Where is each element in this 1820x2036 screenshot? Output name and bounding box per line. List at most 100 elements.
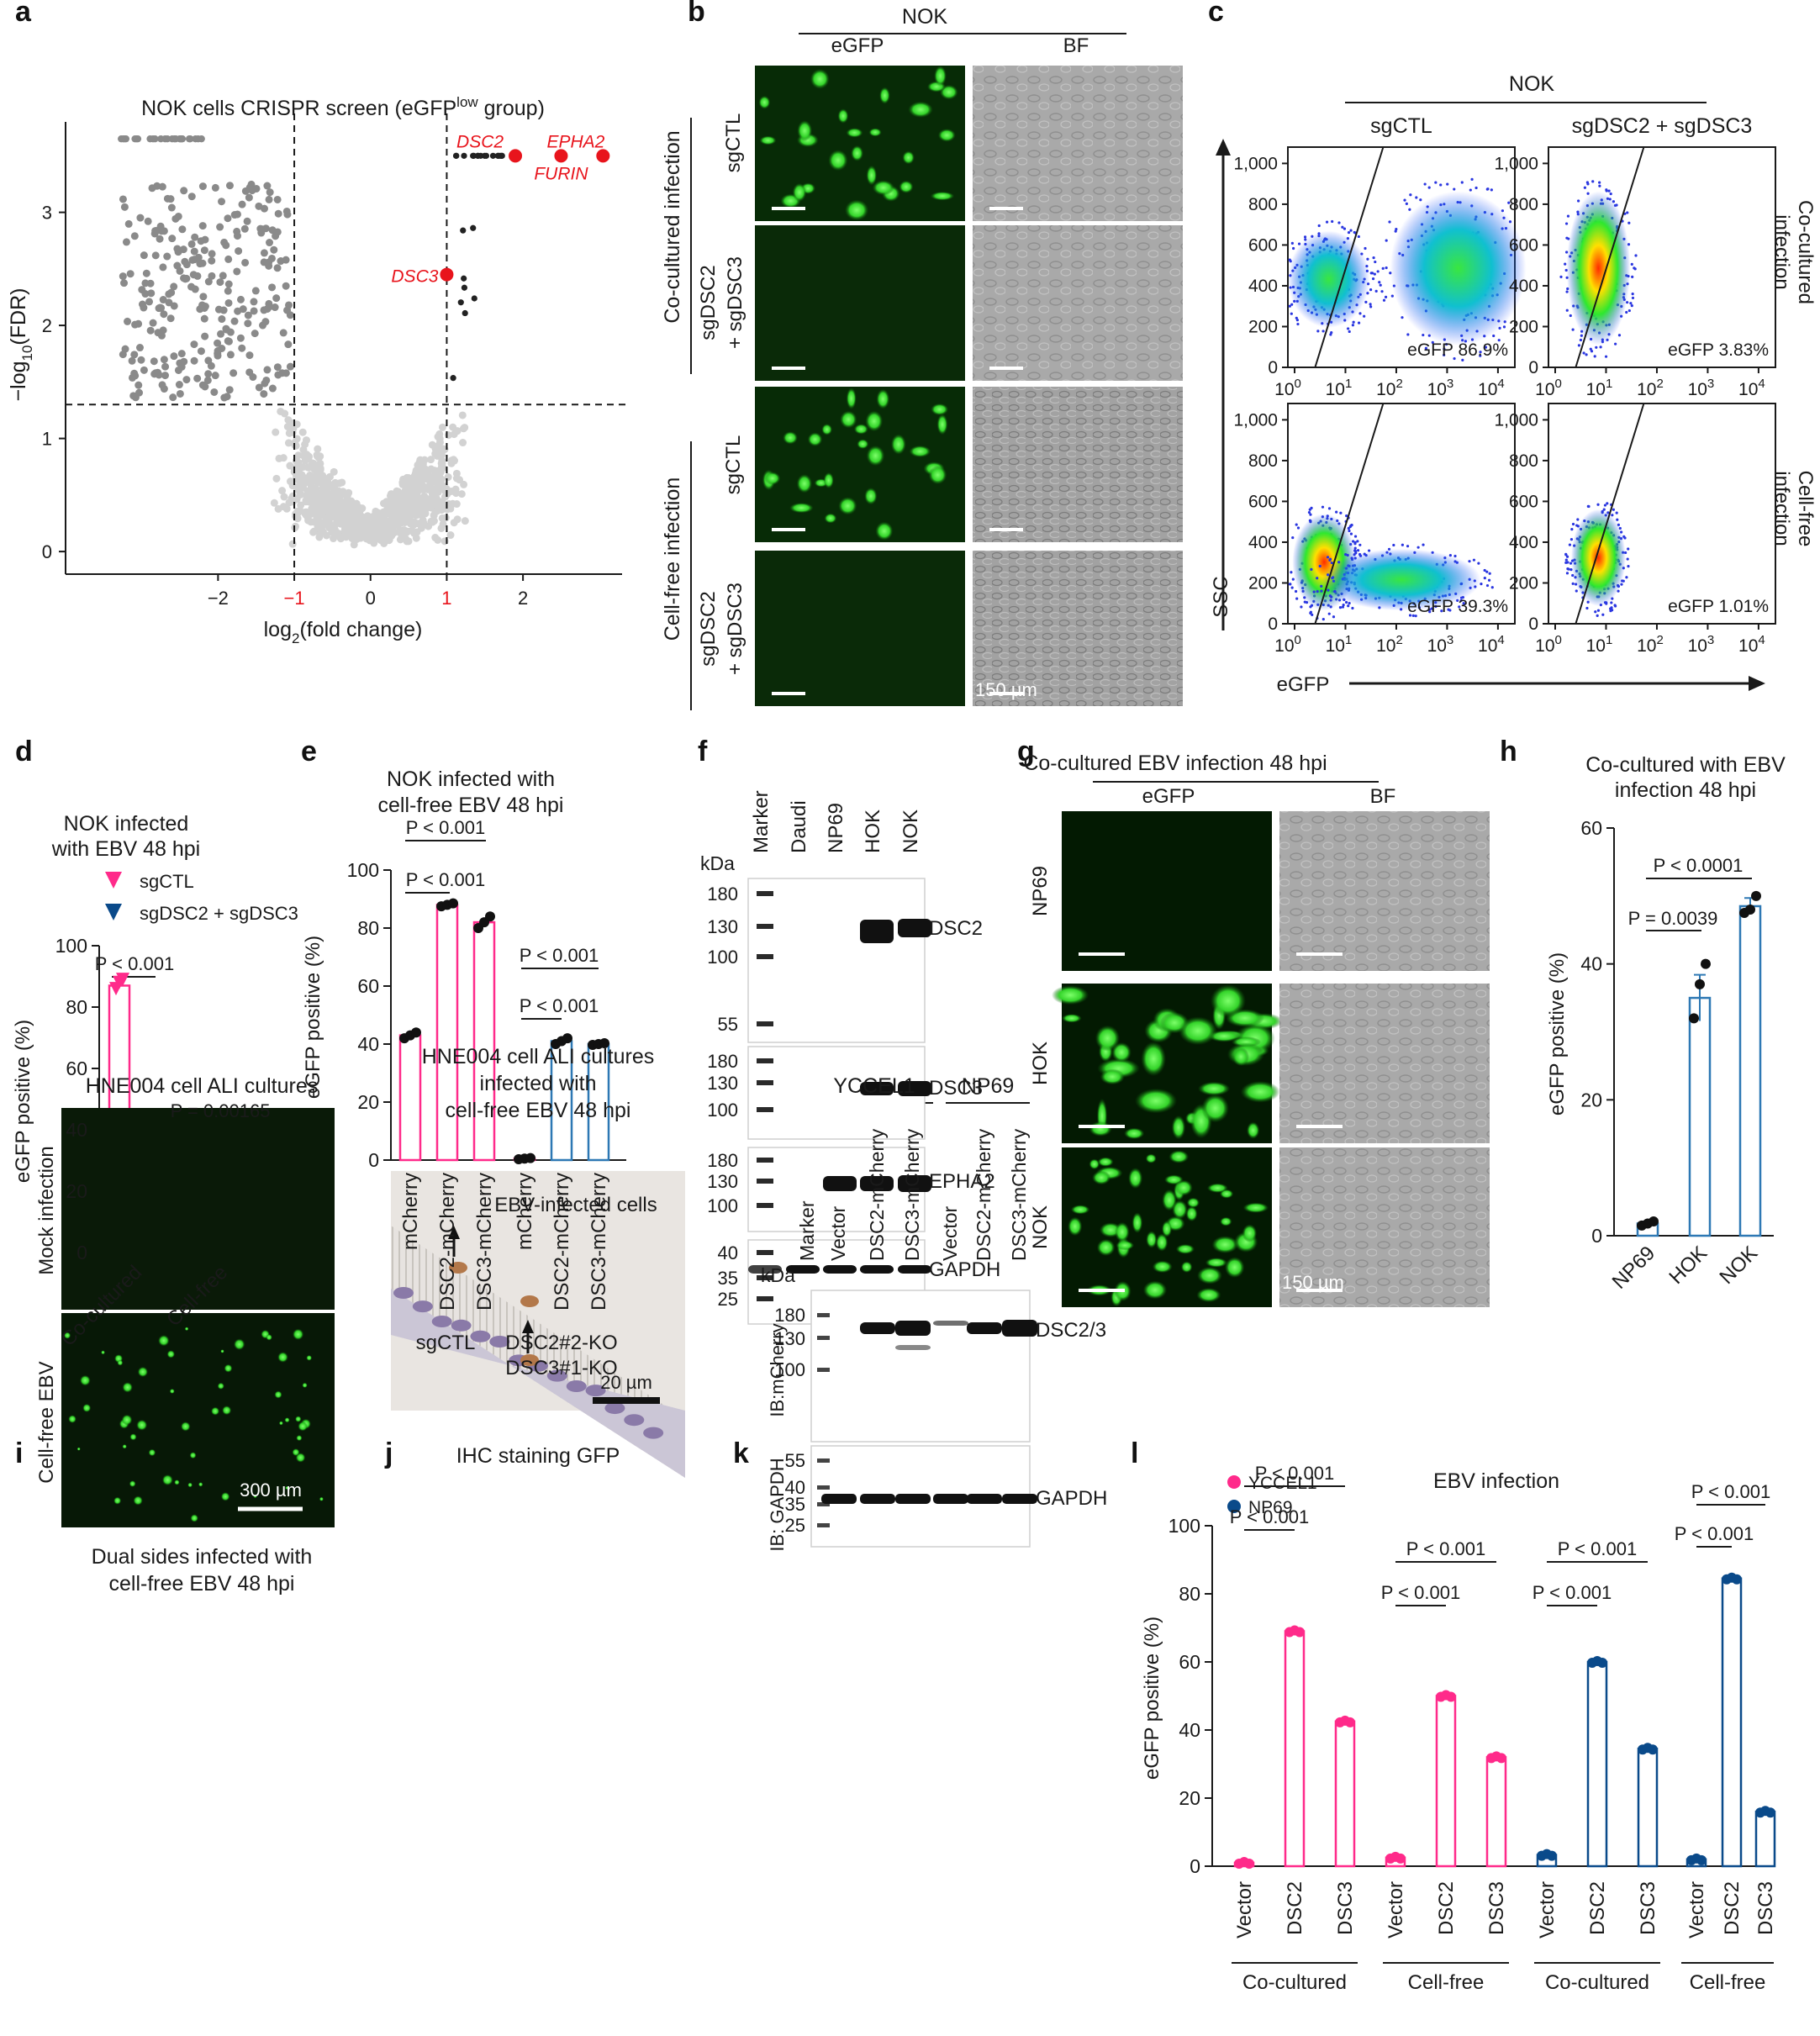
- c-event-dot: [1474, 186, 1478, 190]
- c-event-dot: [1609, 192, 1612, 196]
- e-point: [411, 1027, 421, 1038]
- i-cell-fluor: [79, 1374, 91, 1386]
- c-event-dot: [1559, 275, 1563, 278]
- a-point-ns: [372, 509, 380, 518]
- a-point-ns: [340, 531, 349, 540]
- b-row-sgdsc-1a: sgDSC2: [697, 265, 720, 340]
- l-xcat-11: DSC3: [1754, 1881, 1777, 1935]
- f-band: [898, 1081, 931, 1096]
- c-event-dot: [1564, 552, 1568, 556]
- k-group-1: YCCEL1: [833, 1074, 915, 1098]
- a-point-ns: [298, 428, 307, 436]
- panel-letter-h: h: [1500, 736, 1517, 767]
- f-marker-band: [757, 1158, 773, 1163]
- a-point-sig: [260, 306, 268, 314]
- j-nucleus: [585, 1385, 606, 1397]
- a-point-sig: [244, 311, 252, 319]
- a-point-sig: [208, 272, 216, 280]
- c-ytick-label: 0: [1268, 358, 1278, 377]
- a-point-sig: [250, 307, 258, 315]
- c-event-dot: [1382, 298, 1386, 302]
- a-point-ns: [319, 483, 327, 492]
- f-blot-3: [747, 1147, 931, 1232]
- a-xtick-label: −1: [284, 588, 305, 609]
- a-point-ns: [284, 439, 293, 447]
- a-point-ns: [325, 524, 334, 532]
- k-band: [895, 1345, 931, 1350]
- e-ytick-label: 0: [368, 1149, 379, 1171]
- c-col1: sgCTL: [1370, 114, 1432, 138]
- f-marker-band: [757, 1296, 773, 1301]
- h-pval-2: P = 0.0039: [1628, 908, 1718, 929]
- i-cell-fluor: [82, 1403, 92, 1412]
- c-event-dot: [1468, 560, 1471, 563]
- a-point-sig: [201, 382, 209, 391]
- i-cell-fluor: [158, 1335, 170, 1347]
- a-point-sig: [268, 226, 277, 235]
- i-cell-fluor: [133, 1495, 143, 1506]
- a-point-ns: [314, 445, 322, 453]
- f-mw-label: 100: [707, 1100, 738, 1121]
- e-ytick-label: 60: [357, 975, 379, 997]
- c-event-dot: [1332, 615, 1336, 619]
- g-cell-fluor: [1155, 1233, 1168, 1252]
- c-event-dot: [1485, 583, 1490, 588]
- a-point-sig: [187, 193, 196, 201]
- c-event-dot: [1320, 589, 1323, 593]
- b-cell-fluor: [789, 502, 814, 514]
- c-event-dot: [1373, 272, 1376, 276]
- e-point: [448, 898, 458, 909]
- d-title-2: with EBV 48 hpi: [51, 837, 201, 861]
- f-band: [898, 1265, 931, 1274]
- a-point-top: [161, 135, 169, 143]
- l-pval-1: P < 0.001: [1255, 1463, 1334, 1484]
- f-marker-band: [757, 891, 773, 896]
- h-ytick-label: 40: [1580, 953, 1602, 975]
- c-event-dot: [1349, 229, 1353, 232]
- a-point-ns: [315, 525, 324, 533]
- c-event-dot: [1594, 610, 1597, 614]
- b-bf-bg: [973, 225, 1183, 381]
- a-point-sig: [284, 340, 293, 349]
- c-event-dot: [1629, 302, 1633, 305]
- g-cell-fluor: [1168, 1150, 1190, 1163]
- a-point-sig: [154, 329, 162, 337]
- k-group-2: NP69: [962, 1074, 1015, 1098]
- a-point-ns: [435, 497, 443, 505]
- i-cell-fluor: [129, 1480, 136, 1487]
- c-ytick-label: 600: [1509, 492, 1538, 511]
- a-point-sig: [245, 183, 254, 192]
- a-point-sig: [190, 356, 198, 365]
- c-event-dot: [1477, 562, 1480, 565]
- b-cell-fluor: [846, 128, 863, 138]
- c-event-dot: [1601, 613, 1605, 616]
- c-event-dot: [1327, 612, 1331, 615]
- a-point-ns: [324, 518, 333, 526]
- a-point-sig: [160, 356, 168, 364]
- i-cell-fluor: [117, 1359, 124, 1366]
- c-xtick-label: 104: [1738, 377, 1765, 399]
- c-event-dot: [1321, 505, 1325, 509]
- c-event-dot: [1331, 219, 1334, 224]
- a-point-sig: [225, 182, 234, 190]
- c-ytick-label: 1,000: [1233, 154, 1278, 173]
- c-event-dot: [1346, 327, 1350, 330]
- d-ytick-label: 0: [76, 1242, 87, 1263]
- a-point-pos: [489, 152, 497, 159]
- c-event-dot: [1395, 228, 1398, 231]
- c-ytick-label: 800: [1248, 451, 1278, 471]
- b-cell-fluor: [866, 445, 885, 467]
- c-event-dot: [1565, 290, 1569, 293]
- a-point-sig: [273, 264, 282, 272]
- a-point-sig: [150, 357, 158, 366]
- a-point-sig: [243, 217, 251, 225]
- f-lane-2: NP69: [825, 803, 847, 853]
- a-point-ns: [278, 487, 287, 495]
- b-cell-fluor: [810, 68, 830, 89]
- g-cell-fluor: [1095, 1025, 1121, 1052]
- c-event-dot: [1507, 201, 1511, 204]
- a-point-sig: [224, 298, 233, 307]
- c-event-dot: [1571, 522, 1575, 526]
- k-lane-1: Vector: [827, 1205, 849, 1261]
- a-gene-point-dsc2: [509, 149, 523, 163]
